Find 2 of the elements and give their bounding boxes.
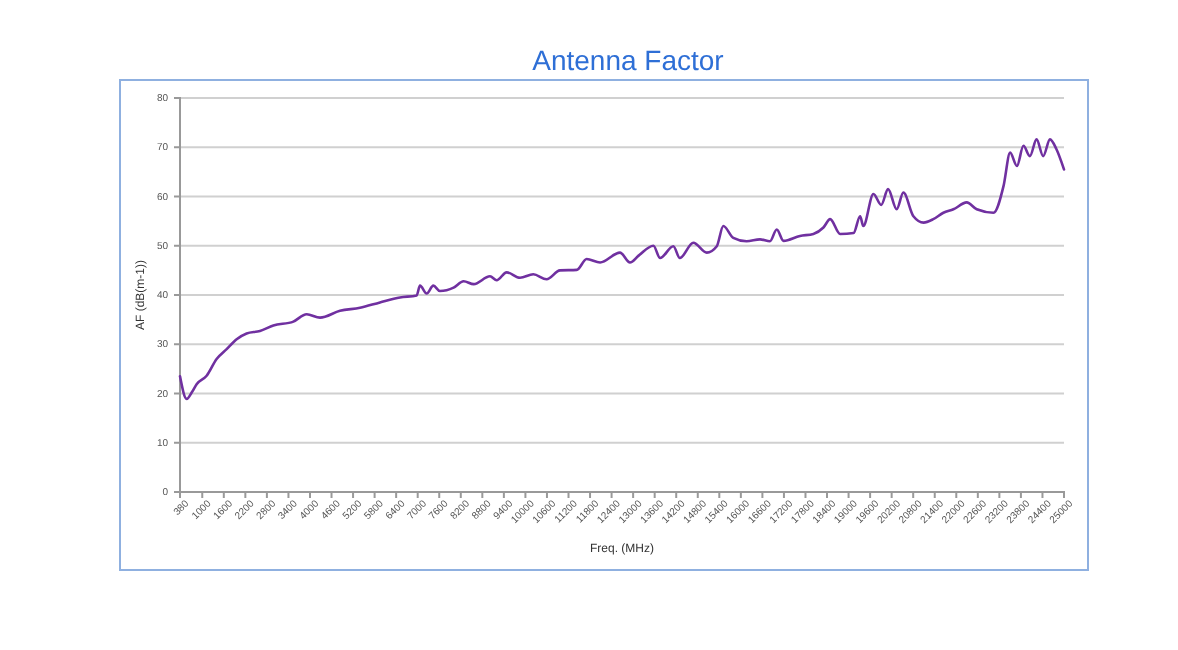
line-series xyxy=(178,138,1066,401)
chart-title: Antenna Factor xyxy=(532,44,725,76)
